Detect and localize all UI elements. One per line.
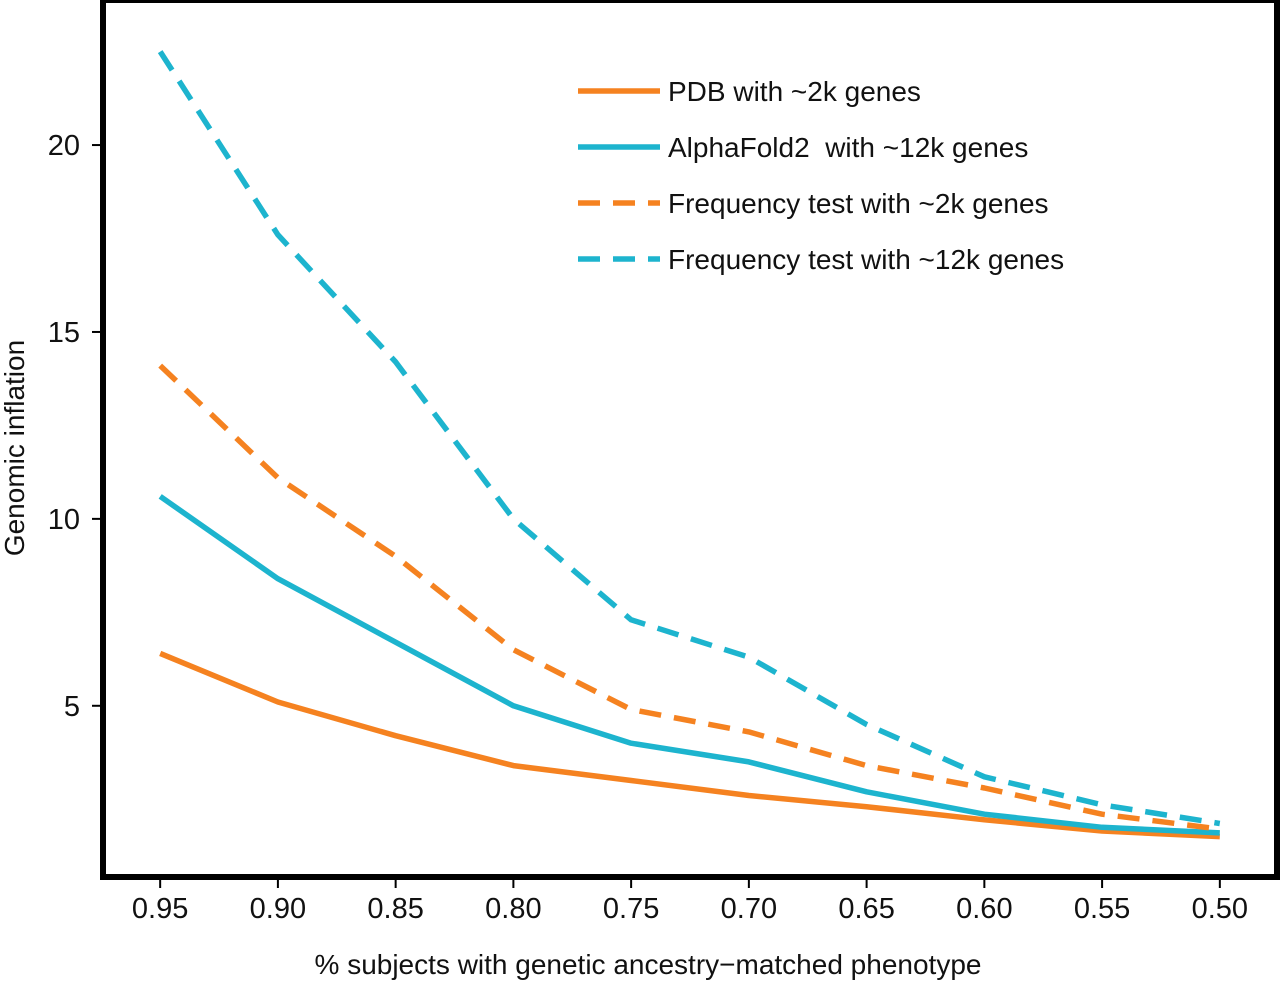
- series-line-2: [158, 494, 1220, 836]
- x-tick-label: 0.70: [721, 893, 777, 925]
- legend-label: Frequency test with ~2k genes: [668, 188, 1049, 219]
- x-tick-label: 0.55: [1074, 893, 1130, 925]
- x-tick-label: 0.75: [603, 893, 659, 925]
- y-tick-label: 10: [48, 504, 80, 536]
- series-line-3: [158, 363, 1221, 832]
- legend-label: PDB with ~2k genes: [668, 76, 921, 107]
- x-tick-label: 0.95: [132, 893, 188, 925]
- legend-label: AlphaFold2 with ~12k genes: [668, 132, 1028, 163]
- x-tick-label: 0.80: [485, 893, 541, 925]
- y-axis-label: Genomic inflation: [0, 340, 30, 556]
- y-tick-label: 15: [48, 317, 80, 349]
- x-axis-label: % subjects with genetic ancestry−matched…: [315, 949, 982, 980]
- series-line-1: [159, 650, 1220, 840]
- series-layer: [157, 50, 1221, 840]
- y-axis: 5 10 15 20: [48, 130, 103, 723]
- y-tick-label: 20: [48, 130, 80, 162]
- series-line-4: [157, 50, 1221, 827]
- x-tick-label: 0.50: [1192, 893, 1248, 925]
- x-tick-label: 0.85: [367, 893, 423, 925]
- x-tick-label: 0.65: [838, 893, 894, 925]
- legend-label: Frequency test with ~12k genes: [668, 244, 1064, 275]
- legend: PDB with ~2k genes AlphaFold2 with ~12k g…: [578, 76, 1064, 275]
- x-tick-label: 0.60: [956, 893, 1012, 925]
- y-tick-label: 5: [64, 691, 80, 723]
- x-tick-label: 0.90: [250, 893, 306, 925]
- plot-frame: [100, 0, 1280, 880]
- x-axis: 0.95 0.90 0.85 0.80 0.75 0.70 0.65 0.60 0.55 0.50: [132, 877, 1248, 925]
